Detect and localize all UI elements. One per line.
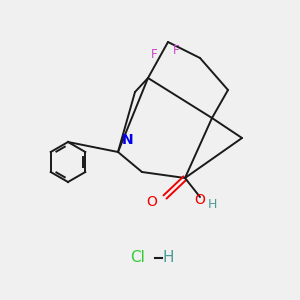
Text: Cl: Cl	[130, 250, 146, 266]
Text: F: F	[151, 47, 157, 61]
Text: F: F	[173, 44, 179, 56]
Text: O: O	[195, 193, 206, 207]
Text: H: H	[162, 250, 174, 266]
Text: N: N	[122, 133, 134, 147]
Text: O: O	[147, 195, 158, 209]
Text: H: H	[207, 197, 217, 211]
